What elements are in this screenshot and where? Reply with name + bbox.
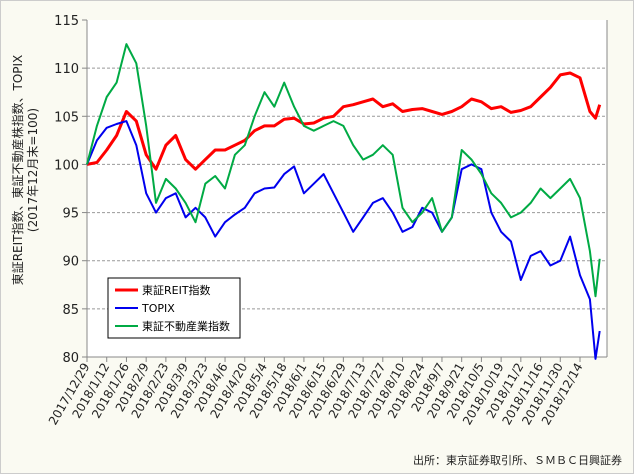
- y-tick-label: 110: [54, 62, 79, 77]
- y-tick-label: 80: [62, 351, 79, 366]
- y-tick-label: 90: [62, 255, 79, 270]
- y-axis-sublabel: (2017年12月末=100): [26, 108, 40, 232]
- series-line-2: [86, 43, 601, 298]
- y-tick-label: 95: [62, 207, 79, 222]
- legend-label: 東証REIT指数: [142, 283, 211, 297]
- y-tick-label: 105: [54, 110, 79, 125]
- y-tick-label: 115: [54, 14, 79, 29]
- series-line-1: [86, 120, 601, 360]
- source-note: 出所：東京証券取引所、ＳＭＢＣ日興証券: [413, 453, 622, 467]
- series-line-0: [86, 71, 602, 171]
- y-tick-label: 85: [62, 303, 79, 318]
- legend-label: TOPIX: [141, 302, 175, 315]
- legend-label: 東証不動産業指数: [142, 319, 230, 333]
- legend: 東証REIT指数 TOPIX 東証不動産業指数: [107, 277, 241, 339]
- y-tick-label: 100: [54, 158, 79, 173]
- y-axis-label: 東証REIT指数、東証不動産株指数、TOPIX: [10, 55, 25, 286]
